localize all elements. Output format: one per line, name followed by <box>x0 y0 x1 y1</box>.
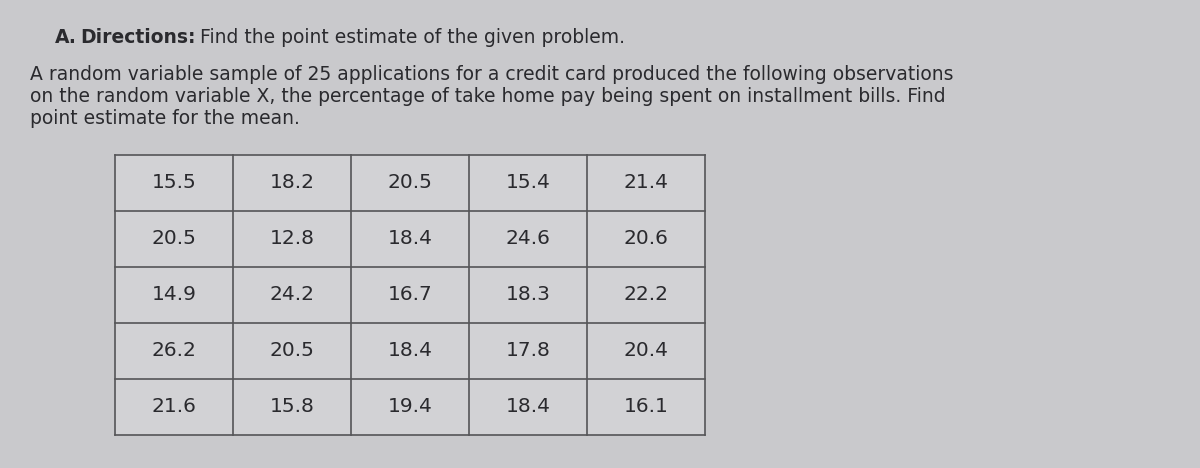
Text: 18.3: 18.3 <box>505 285 551 305</box>
Text: point estimate for the mean.: point estimate for the mean. <box>30 109 300 128</box>
Text: A.: A. <box>55 28 77 47</box>
Bar <box>587 267 706 323</box>
Text: 18.4: 18.4 <box>388 229 432 249</box>
Bar <box>352 379 469 435</box>
Text: 26.2: 26.2 <box>151 342 197 360</box>
Bar <box>115 211 233 267</box>
Text: A random variable sample of 25 applications for a credit card produced the follo: A random variable sample of 25 applicati… <box>30 65 954 84</box>
Bar <box>115 323 233 379</box>
Text: 22.2: 22.2 <box>624 285 668 305</box>
Bar <box>469 379 587 435</box>
Bar <box>587 211 706 267</box>
Bar <box>115 155 233 211</box>
Text: on the random variable X, the percentage of take home pay being spent on install: on the random variable X, the percentage… <box>30 87 946 106</box>
Text: 15.4: 15.4 <box>505 174 551 192</box>
Bar <box>587 323 706 379</box>
Text: 24.6: 24.6 <box>505 229 551 249</box>
Text: 14.9: 14.9 <box>151 285 197 305</box>
Text: 15.5: 15.5 <box>151 174 197 192</box>
Bar <box>352 155 469 211</box>
Text: 18.4: 18.4 <box>388 342 432 360</box>
Text: 17.8: 17.8 <box>505 342 551 360</box>
Text: Find the point estimate of the given problem.: Find the point estimate of the given pro… <box>200 28 625 47</box>
Bar <box>469 267 587 323</box>
Text: Directions:: Directions: <box>80 28 196 47</box>
Bar <box>469 323 587 379</box>
Text: 16.7: 16.7 <box>388 285 432 305</box>
Bar <box>233 211 352 267</box>
Bar <box>115 267 233 323</box>
Text: 20.6: 20.6 <box>624 229 668 249</box>
Bar <box>233 267 352 323</box>
Text: 19.4: 19.4 <box>388 397 432 417</box>
Bar <box>469 155 587 211</box>
Bar <box>233 323 352 379</box>
Text: 20.5: 20.5 <box>270 342 314 360</box>
Text: 12.8: 12.8 <box>270 229 314 249</box>
Bar <box>587 155 706 211</box>
Bar <box>352 267 469 323</box>
Bar <box>352 211 469 267</box>
Text: 20.5: 20.5 <box>151 229 197 249</box>
Text: 16.1: 16.1 <box>624 397 668 417</box>
Text: 15.8: 15.8 <box>270 397 314 417</box>
Bar <box>233 379 352 435</box>
Text: 20.4: 20.4 <box>624 342 668 360</box>
Text: 18.2: 18.2 <box>270 174 314 192</box>
Bar <box>115 379 233 435</box>
Bar <box>352 323 469 379</box>
Text: 18.4: 18.4 <box>505 397 551 417</box>
Text: 20.5: 20.5 <box>388 174 432 192</box>
Bar <box>233 155 352 211</box>
Bar <box>587 379 706 435</box>
Bar <box>469 211 587 267</box>
Text: 21.4: 21.4 <box>624 174 668 192</box>
Text: 21.6: 21.6 <box>151 397 197 417</box>
Text: 24.2: 24.2 <box>270 285 314 305</box>
